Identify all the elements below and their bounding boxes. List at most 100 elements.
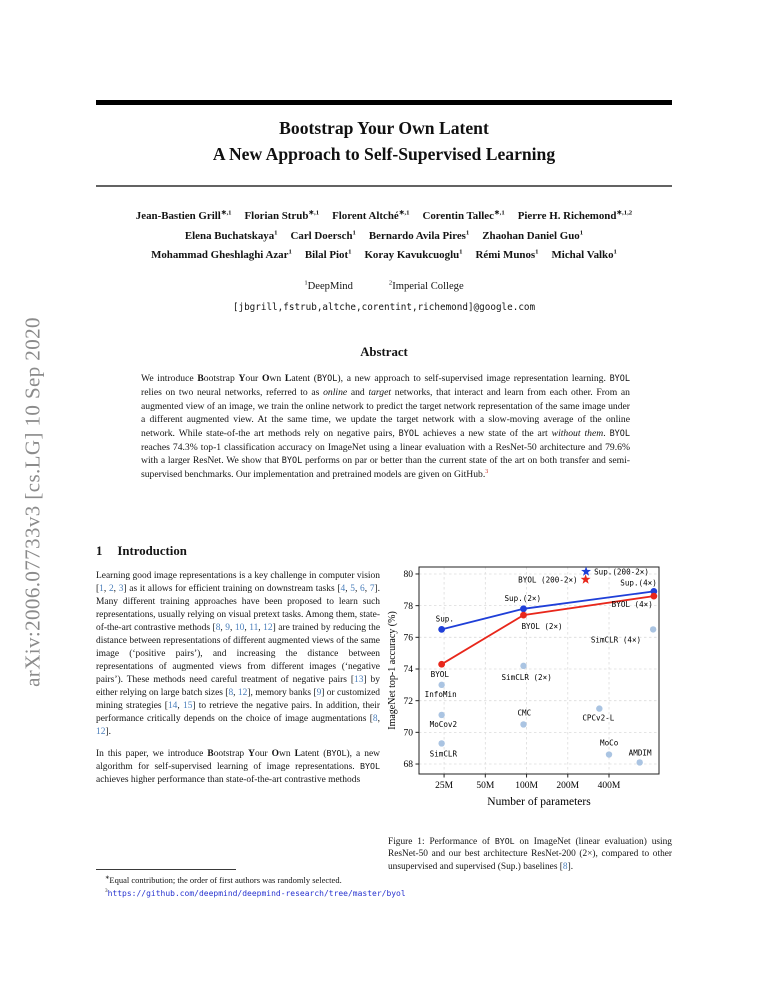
citation-link[interactable]: 12 [237, 688, 248, 699]
section-title: Introduction [117, 544, 187, 558]
author-name: Michal Valko1 [551, 248, 617, 261]
text-run: , [258, 623, 264, 634]
citation-link[interactable]: 2 [108, 584, 114, 595]
abstract-text: We introduce Bootstrap Your Own Latent (… [141, 372, 630, 482]
text-run: BYOL [609, 374, 631, 384]
intro-column-left: Learning good image representations is a… [96, 570, 380, 795]
footnote-ref-link[interactable]: 3 [485, 469, 489, 476]
text-run: Figure 1: Performance of [388, 837, 495, 847]
chart-label: CMC [517, 708, 531, 717]
text-run: ), a new approach to self-supervised ima… [337, 373, 610, 384]
y-tick-label: 80 [404, 570, 414, 580]
author-name: Florian Strub∗,1 [244, 209, 320, 222]
y-tick-label: 70 [404, 729, 414, 739]
text-run: ootstrap [213, 748, 249, 759]
author-row: Jean-Bastien Grill∗,1 Florian Strub∗,1 Flo… [76, 209, 692, 222]
citation-link[interactable]: 4 [340, 584, 346, 595]
citation-link[interactable]: 9 [225, 623, 231, 634]
y-tick-label: 78 [404, 602, 414, 612]
citation-link[interactable]: 13 [354, 675, 364, 686]
series-point [520, 611, 527, 619]
footnotes: ∗Equal contribution; the order of first … [96, 874, 672, 900]
text-run: and [347, 386, 369, 398]
text-run: Y [248, 748, 255, 759]
chart-label: MoCo [600, 739, 619, 748]
affiliations: 1DeepMind 2Imperial College [96, 280, 672, 292]
text-run: ), a new algorithm for self-supervised l… [96, 748, 380, 772]
text-run: , [177, 701, 183, 712]
text-run: B [197, 373, 204, 384]
chart-label: Sup.(200-2×) [594, 568, 649, 577]
title-rule-bottom [96, 185, 672, 187]
chart-label: Sup. [436, 614, 454, 623]
citation-link[interactable]: 8 [215, 623, 221, 634]
citation-link[interactable]: 14 [167, 701, 178, 712]
text-run: ] are trained by reducing the distance b… [96, 623, 381, 686]
chart-label: CPCv2-L [582, 714, 614, 723]
text-run: BYOL [494, 836, 515, 846]
footnote-marker: ∗ [105, 875, 110, 882]
text-run: L [284, 373, 292, 384]
text-run: wn [279, 748, 295, 759]
title-rule-top [96, 100, 672, 105]
citation-link[interactable]: 10 [234, 623, 245, 634]
text-run: , [220, 623, 226, 634]
y-axis-title: ImageNet top-1 accuracy (%) [387, 611, 398, 730]
author-name: Carl Doersch1 [290, 228, 356, 242]
text-run: BYOL [316, 374, 338, 384]
text-run: atent ( [300, 748, 327, 759]
chart-label: SimCLR [430, 749, 458, 758]
citation-link[interactable]: 6 [360, 584, 365, 595]
citation-link[interactable]: 8 [372, 714, 378, 725]
text-run: achieves a new state of the art [419, 427, 552, 439]
author-name: Corentin Tallec∗,1 [422, 209, 505, 222]
x-tick-label: 50M [476, 781, 495, 791]
text-run: ootstrap [203, 373, 239, 384]
x-tick-label: 25M [435, 781, 454, 791]
text-run: ] by either relying on large batch sizes… [96, 675, 380, 699]
citation-link[interactable]: 9 [316, 688, 322, 699]
series-point [650, 587, 658, 595]
citation-link[interactable]: 11 [249, 623, 259, 634]
author-name: Jean-Bastien Grill∗,1 [135, 209, 232, 222]
citation-link[interactable]: 5 [350, 584, 355, 595]
text-run: , [244, 623, 250, 634]
text-run: networks, that interact and learn from e… [141, 386, 630, 439]
footnote-equal-contribution: ∗Equal contribution; the order of first … [96, 874, 672, 887]
text-run: , [345, 584, 351, 595]
text-run: on ImageNet (linear evaluation) using Re… [388, 837, 672, 872]
text-run: target [368, 386, 392, 398]
author-name: Bernardo Avila Pires1 [368, 228, 470, 242]
chart-label: AMDIM [629, 748, 652, 757]
text-run: , [377, 714, 380, 725]
citation-link[interactable]: 12 [263, 623, 273, 634]
baseline-point [605, 751, 613, 758]
text-run: achieves higher performance than state-o… [96, 774, 361, 785]
citation-link[interactable]: 8 [562, 861, 568, 872]
text-run: O [271, 748, 279, 759]
author-name: Koray Kavukcuoglu1 [364, 248, 463, 261]
arxiv-watermark: arXiv:2006.07733v3 [cs.LG] 10 Sep 2020 [20, 317, 45, 687]
baseline-point [520, 721, 527, 728]
text-run: B [207, 748, 214, 759]
text-run: reaches 74.3% top-1 classification accur… [141, 441, 630, 467]
text-run: BYOL [326, 747, 347, 758]
citation-link[interactable]: 8 [228, 688, 234, 699]
author-name: Florent Altché∗,1 [332, 209, 410, 222]
citation-link[interactable]: 15 [182, 701, 193, 712]
text-run: atent ( [291, 373, 317, 384]
citation-link[interactable]: 12 [96, 727, 106, 738]
text-run: online [323, 386, 348, 398]
citation-link[interactable]: 3 [118, 584, 124, 595]
author-name: Pierre H. Richemond∗,1,2 [517, 209, 633, 222]
text-run: In this paper, we introduce [96, 748, 208, 759]
citation-link[interactable]: 1 [99, 584, 104, 595]
text-run: without them [551, 427, 604, 439]
baseline-point [636, 759, 643, 766]
text-run: . [603, 427, 610, 439]
paper-title: Bootstrap Your Own Latent A New Approach … [96, 116, 672, 168]
y-tick-label: 72 [404, 697, 414, 707]
citation-link[interactable]: 7 [369, 584, 375, 595]
github-link[interactable]: https://github.com/deepmind/deepmind-res… [107, 888, 406, 898]
text-run: ] or customized mining strategies [ [96, 688, 380, 712]
